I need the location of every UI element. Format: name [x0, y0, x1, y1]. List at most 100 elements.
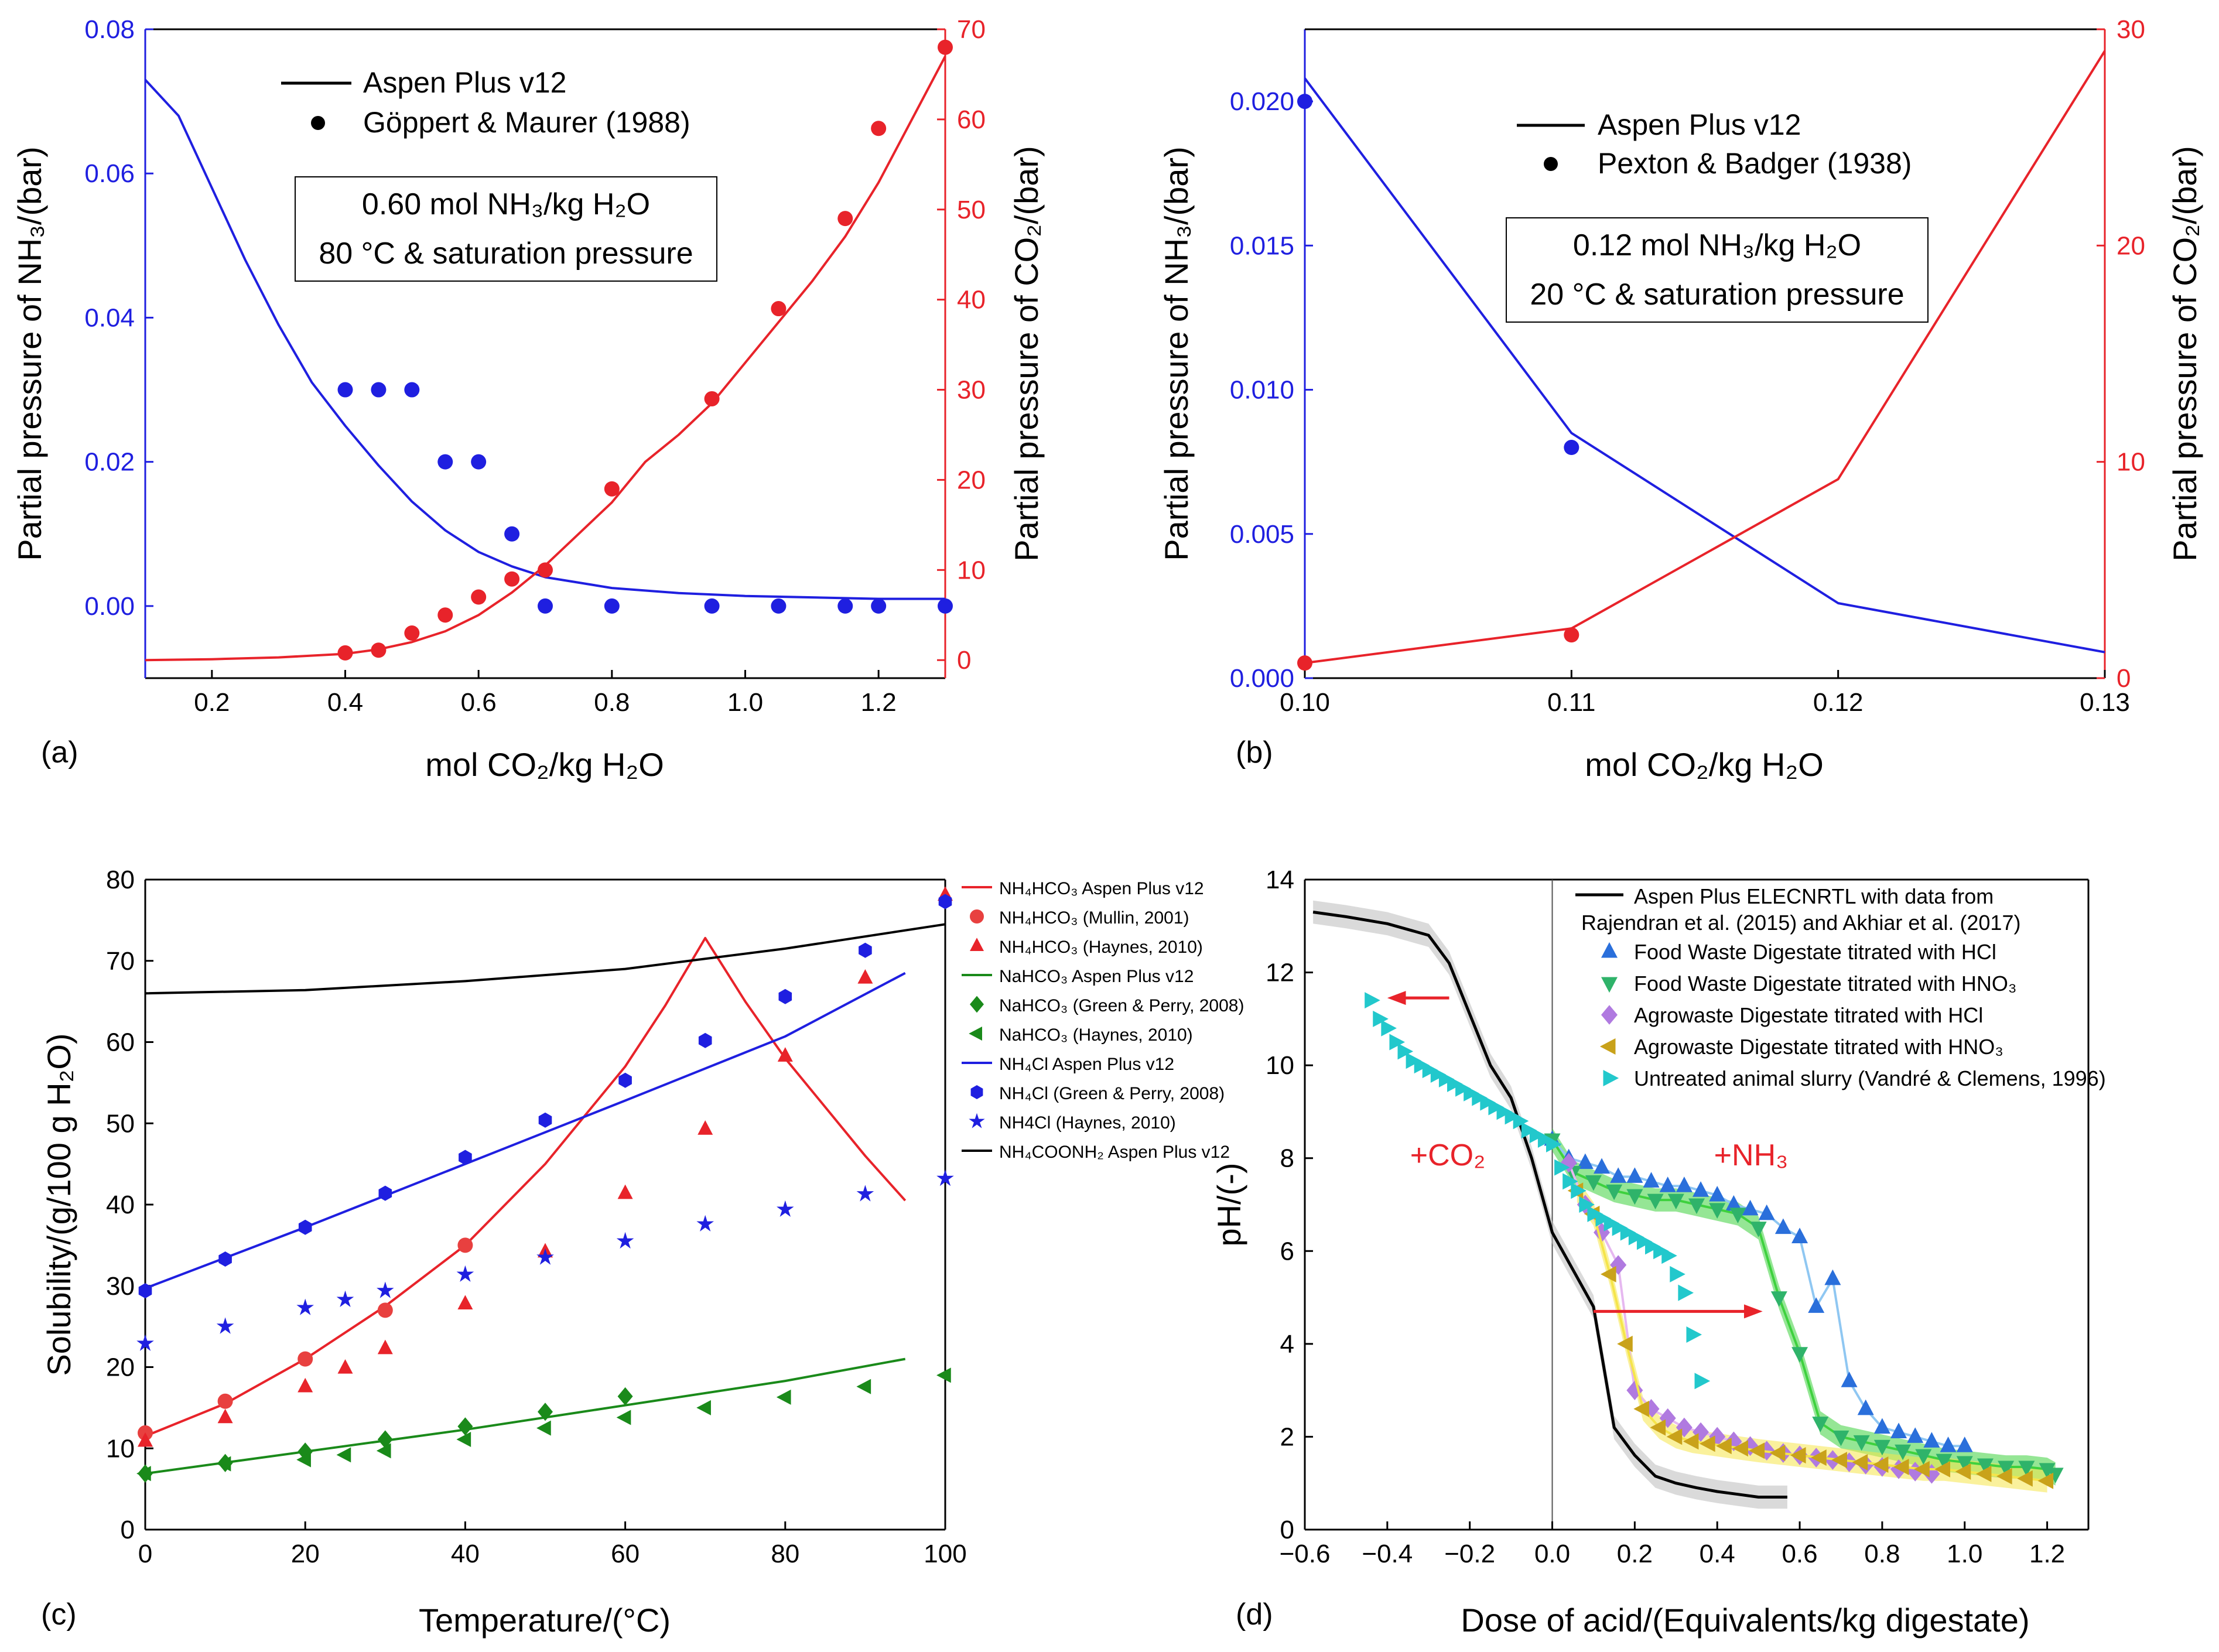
series-line [1304, 77, 2105, 654]
y-tick-label: 14 [1266, 866, 1294, 894]
data-point [837, 211, 853, 227]
data-point [1647, 1193, 1664, 1210]
data-point [1571, 1182, 1587, 1199]
y-tick-label: 30 [106, 1272, 135, 1301]
x-tick-label: 0.6 [461, 688, 497, 717]
data-point [457, 1417, 473, 1436]
data-point [457, 1295, 473, 1310]
series-line [145, 972, 906, 1290]
y-tick-label: 12 [1266, 959, 1294, 987]
data-point [1678, 1284, 1694, 1301]
data-point [2047, 1468, 2064, 1483]
data-point [538, 598, 553, 614]
data-point [216, 1317, 234, 1334]
data-point [1742, 1199, 1759, 1216]
data-point [1955, 1463, 1971, 1480]
y-tick-label: 20 [106, 1353, 135, 1382]
x-tick-label: 0.11 [1547, 688, 1595, 717]
data-point [538, 562, 553, 578]
data-point [1688, 1198, 1705, 1215]
data-point [777, 1047, 793, 1062]
data-point [459, 1150, 472, 1165]
data-point [1676, 1176, 1693, 1192]
data-point [1670, 1265, 1685, 1282]
data-point [1940, 1436, 1957, 1452]
data-point [1389, 1034, 1406, 1051]
condition-text: 20 °C & saturation pressure [1530, 278, 1904, 312]
data-point [1729, 1208, 1746, 1223]
data-point [604, 598, 620, 614]
data-point [704, 598, 720, 614]
data-point [1603, 1215, 1620, 1232]
x-tick-label: 0.0 [1534, 1540, 1570, 1568]
x-tick-label: 0.4 [1700, 1540, 1735, 1568]
data-point [1857, 1399, 1874, 1415]
data-point [1546, 1135, 1562, 1152]
legend-label: NH₄Cl (Green & Perry, 2008) [999, 1084, 1225, 1103]
data-point [859, 942, 872, 958]
data-point [616, 1410, 631, 1425]
data-point [437, 607, 453, 623]
legend-label: NaHCO₃ Aspen Plus v12 [999, 967, 1194, 986]
data-point [136, 1466, 151, 1482]
data-point [437, 454, 453, 470]
data-point [970, 938, 984, 951]
y-axis-title: pH/(-) [1211, 1162, 1247, 1246]
data-point [1750, 1222, 1767, 1237]
y-right-tick-label: 10 [957, 556, 986, 584]
y-right-tick-label: 20 [957, 466, 986, 494]
data-point [1422, 1062, 1438, 1079]
data-point [1996, 1468, 2012, 1485]
data-point [2017, 1470, 2033, 1487]
legend-label: NH₄HCO₃ (Haynes, 2010) [999, 938, 1203, 957]
data-point [1643, 1172, 1660, 1188]
data-point [1873, 1439, 1890, 1456]
data-point [1832, 1430, 1849, 1446]
data-point [1694, 1373, 1711, 1390]
data-point [871, 121, 887, 136]
x-tick-label: 100 [924, 1540, 966, 1568]
data-point [371, 642, 387, 658]
x-tick-label: 0.8 [1864, 1540, 1900, 1568]
data-point [1579, 1196, 1595, 1213]
data-point [1653, 1243, 1669, 1260]
data-point [1601, 1265, 1616, 1282]
data-point [856, 1379, 871, 1394]
data-point [298, 1351, 313, 1367]
data-point [1683, 1433, 1699, 1450]
x-axis-title: mol CO₂/kg H₂O [425, 746, 664, 783]
x-tick-label: −0.2 [1444, 1540, 1495, 1568]
x-tick-label: 0.4 [327, 688, 363, 717]
x-tick-label: 0.8 [594, 688, 630, 717]
data-point [1791, 1347, 1808, 1363]
series-line [145, 936, 907, 1438]
data-point [1505, 1108, 1521, 1125]
legend-label: Untreated animal slurry (Vandré & Clemen… [1634, 1066, 2106, 1090]
data-point [1636, 1233, 1653, 1250]
condition-text: 80 °C & saturation pressure [319, 237, 693, 271]
data-point [377, 1339, 393, 1355]
x-tick-label: 1.2 [2029, 1540, 2065, 1568]
x-axis-title: mol CO₂/kg H₂O [1585, 746, 1824, 783]
data-point [777, 1200, 794, 1217]
data-point [1626, 1189, 1643, 1205]
data-point [404, 382, 420, 398]
y-right-tick-label: 60 [957, 105, 986, 134]
data-point [1923, 1432, 1940, 1448]
data-point [1587, 1205, 1603, 1222]
data-point [1725, 1195, 1742, 1211]
annotation-co2: +CO₂ [1410, 1138, 1486, 1172]
data-point [1975, 1465, 1992, 1482]
y-right-tick-label: 0 [2117, 664, 2131, 693]
data-point [1521, 1122, 1537, 1139]
data-point [1758, 1204, 1775, 1220]
data-point [696, 1215, 714, 1232]
data-point [1297, 94, 1312, 110]
y-left-tick-label: 0.04 [84, 303, 135, 332]
y-tick-label: 4 [1280, 1330, 1294, 1359]
data-point [1977, 1458, 1994, 1475]
data-point [1769, 1445, 1786, 1462]
data-point [1496, 1103, 1513, 1120]
x-tick-label: 20 [291, 1540, 320, 1568]
data-point [1872, 1456, 1889, 1473]
